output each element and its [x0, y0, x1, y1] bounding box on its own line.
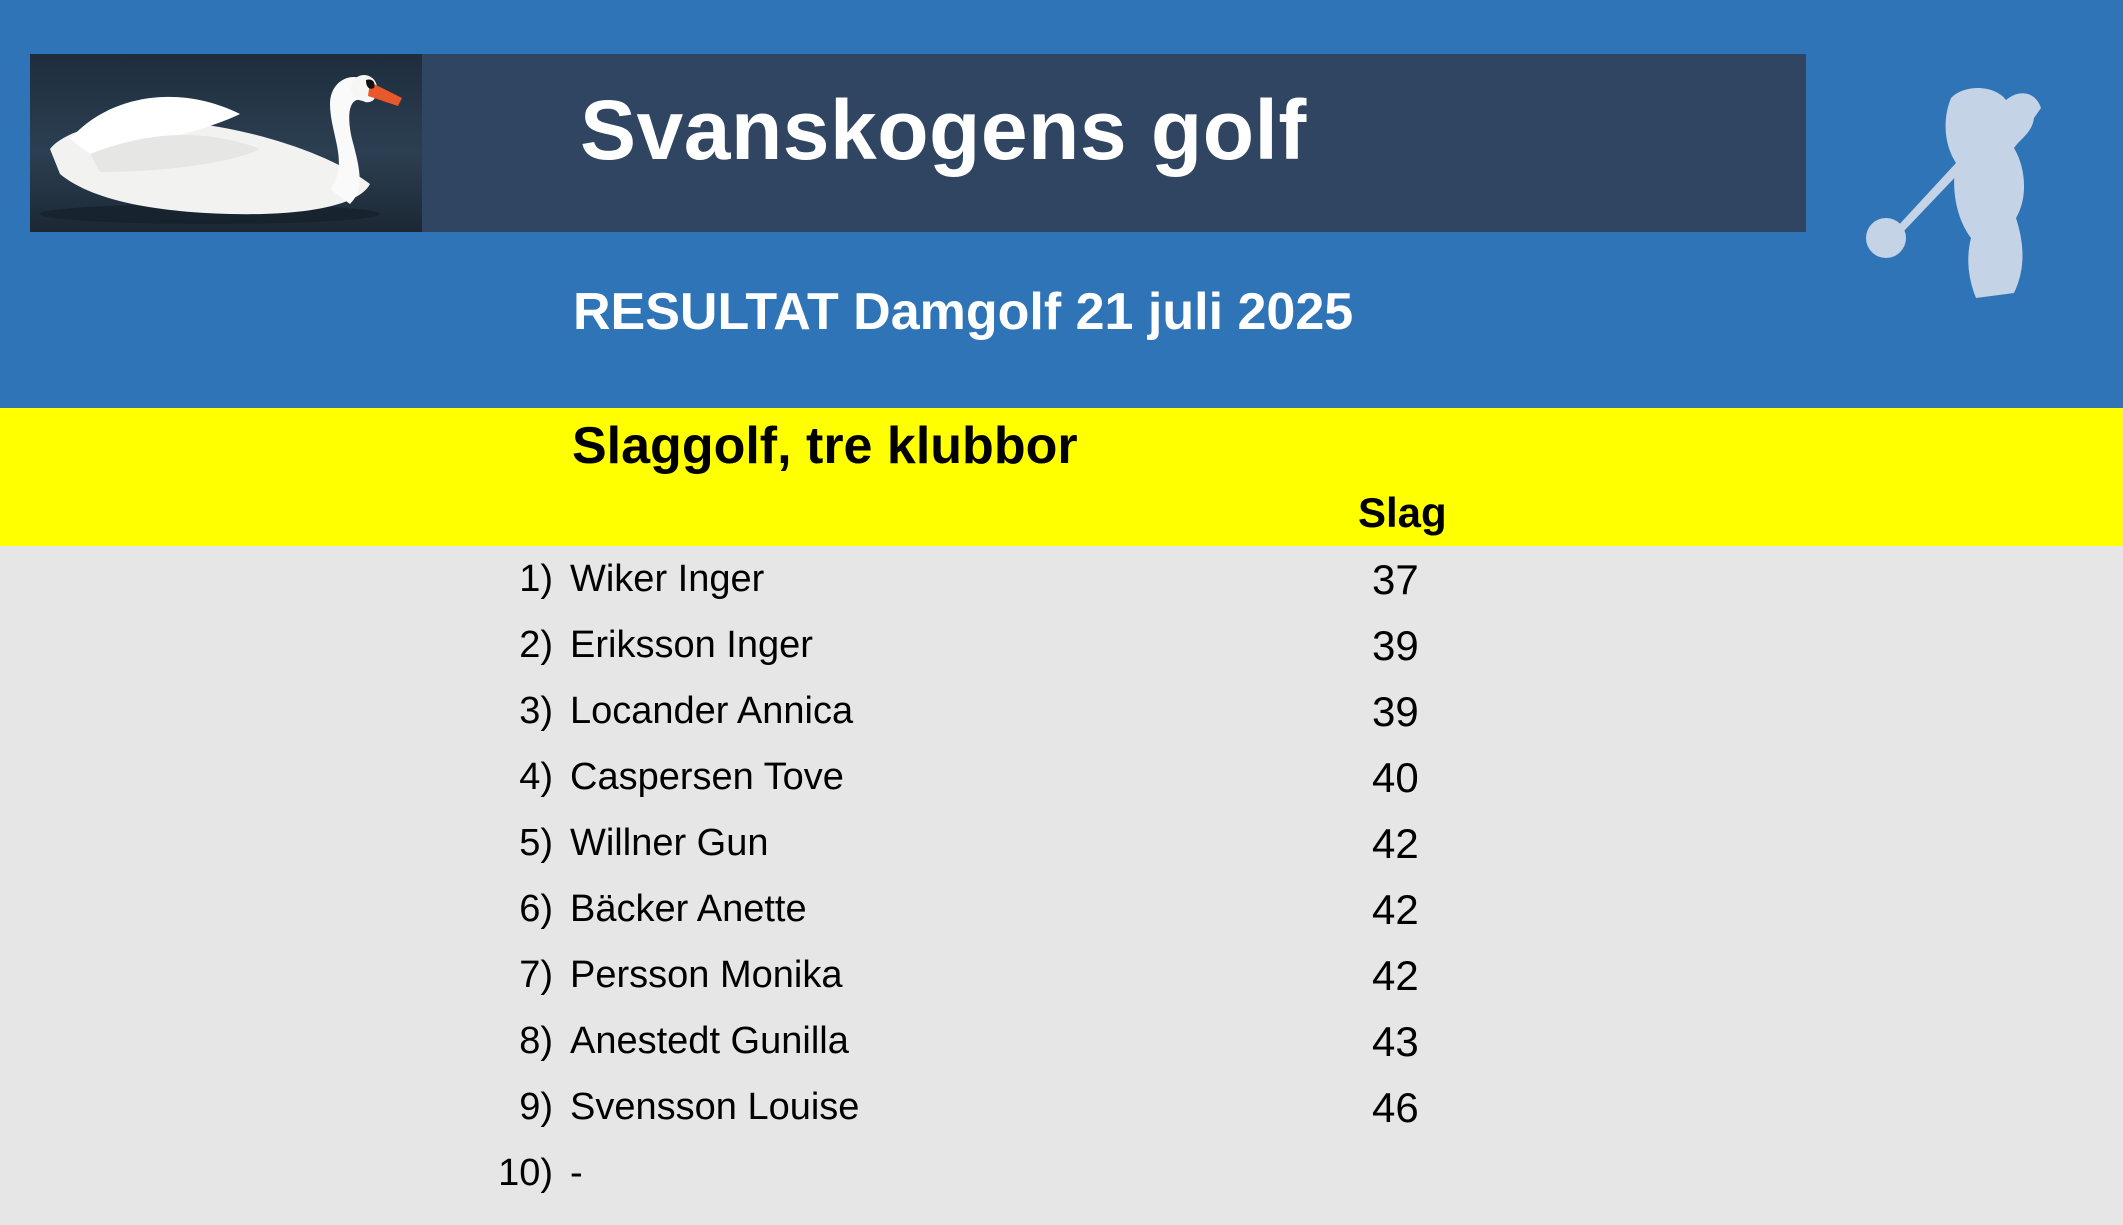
score: 46: [1372, 1084, 1419, 1131]
player-name: Locander Annica: [570, 690, 854, 732]
score: 37: [1372, 556, 1419, 603]
page-subtitle: RESULTAT Damgolf 21 juli 2025: [573, 283, 1354, 341]
rank: 8): [519, 1020, 553, 1062]
score: 39: [1372, 622, 1419, 669]
rank: 3): [519, 690, 553, 732]
player-name: Bäcker Anette: [570, 888, 807, 930]
score: 43: [1372, 1018, 1419, 1065]
rank: 2): [519, 624, 553, 666]
list-item: 4) Caspersen Tove 40: [0, 754, 2123, 822]
player-name: Eriksson Inger: [570, 624, 813, 666]
rank: 6): [519, 888, 553, 930]
rank: 5): [519, 822, 553, 864]
list-item: 6) Bäcker Anette 42: [0, 886, 2123, 954]
list-item: 5) Willner Gun 42: [0, 820, 2123, 888]
player-name: Persson Monika: [570, 954, 843, 996]
section-highlight: [0, 408, 2123, 546]
player-name: Willner Gun: [570, 822, 769, 864]
swan-photo: [30, 54, 422, 232]
player-name: Wiker Inger: [570, 558, 765, 600]
rank: 4): [519, 756, 553, 798]
page-title: Svanskogens golf: [580, 83, 1307, 177]
list-item: 1) Wiker Inger 37: [0, 556, 2123, 624]
results-list: 1) Wiker Inger 37 2) Eriksson Inger 39 3…: [0, 556, 2123, 1218]
score: 40: [1372, 754, 1419, 801]
list-item: 9) Svensson Louise 46: [0, 1084, 2123, 1152]
rank: 1): [519, 558, 553, 600]
score: 42: [1372, 952, 1419, 999]
player-name: -: [570, 1152, 583, 1194]
list-item: 8) Anestedt Gunilla 43: [0, 1018, 2123, 1086]
list-item: 10) -: [0, 1152, 2123, 1218]
list-item: 3) Locander Annica 39: [0, 688, 2123, 756]
score: 39: [1372, 688, 1419, 735]
column-header-score: Slag: [1358, 489, 1447, 536]
player-name: Anestedt Gunilla: [570, 1020, 849, 1062]
section-title: Slaggolf, tre klubbor: [572, 417, 1078, 475]
rank: 10): [498, 1152, 553, 1194]
rank: 7): [519, 954, 553, 996]
score: 42: [1372, 886, 1419, 933]
player-name: Svensson Louise: [570, 1086, 860, 1128]
rank: 9): [519, 1086, 553, 1128]
list-item: 7) Persson Monika 42: [0, 952, 2123, 1020]
player-name: Caspersen Tove: [570, 756, 844, 798]
golfer-silhouette-icon: [1856, 78, 2066, 308]
list-item: 2) Eriksson Inger 39: [0, 622, 2123, 690]
score: 42: [1372, 820, 1419, 867]
